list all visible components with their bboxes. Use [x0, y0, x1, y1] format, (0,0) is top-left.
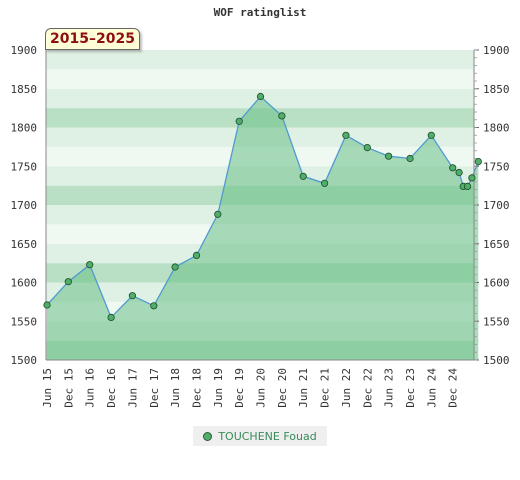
chart-title: WOF ratinglist [213, 6, 307, 19]
x-tick-label: Dec 17 [148, 368, 161, 408]
x-tick-label: Dec 18 [190, 368, 203, 408]
x-tick-label: Jun 23 [383, 368, 396, 408]
y-tick-label-right: 1550 [483, 315, 510, 328]
data-point [235, 117, 243, 125]
data-point [107, 313, 115, 321]
x-tick-label: Jun 24 [425, 368, 438, 408]
x-tick-label: Jun 22 [340, 368, 353, 408]
data-point [455, 168, 463, 177]
data-point [299, 172, 307, 180]
data-point [320, 179, 329, 187]
x-tick-label: Jun 21 [297, 368, 310, 408]
x-tick-label: Dec 19 [233, 368, 246, 408]
y-tick-label-left: 1900 [11, 44, 38, 57]
data-point [192, 251, 201, 259]
data-point [171, 263, 179, 271]
y-tick-label-right: 1800 [483, 122, 510, 135]
data-point [150, 302, 158, 310]
legend[interactable]: TOUCHENE Fouad [193, 426, 327, 446]
y-tick-label-right: 1750 [483, 160, 510, 173]
data-point [474, 158, 482, 166]
x-tick-label: Jun 16 [84, 368, 97, 408]
data-point [128, 292, 136, 300]
x-tick-label: Jun 17 [126, 368, 139, 408]
y-tick-label-left: 1550 [11, 315, 38, 328]
y-tick-label-left: 1600 [11, 277, 38, 290]
x-tick-label: Jun 15 [41, 368, 54, 408]
x-tick-label: Jun 20 [255, 368, 268, 408]
data-point [86, 261, 94, 269]
x-tick-label: Dec 16 [105, 368, 118, 408]
legend-label: TOUCHENE Fouad [218, 429, 317, 443]
data-point [278, 112, 286, 120]
y-tick-label-right: 1600 [483, 277, 510, 290]
x-tick-label: Dec 21 [319, 368, 332, 408]
x-tick-label: Jun 18 [169, 368, 182, 408]
y-tick-label-right: 1650 [483, 238, 510, 251]
data-point [384, 152, 393, 160]
y-tick-label-left: 1650 [11, 238, 38, 251]
data-point [463, 182, 472, 190]
data-point [468, 174, 476, 182]
rating-area [47, 96, 479, 360]
x-tick-label: Dec 20 [276, 368, 289, 408]
y-tick-label-left: 1850 [11, 83, 38, 96]
y-tick-label-right: 1900 [483, 44, 510, 57]
background-band [46, 69, 474, 89]
data-point [427, 131, 435, 139]
data-point [256, 92, 265, 101]
y-tick-label-left: 1800 [11, 122, 38, 135]
y-tick-label-left: 1700 [11, 199, 38, 212]
x-tick-label: Jun 19 [212, 368, 225, 408]
x-tick-label: Dec 22 [361, 368, 374, 408]
y-tick-label-left: 1750 [11, 160, 38, 173]
data-point [214, 210, 222, 218]
background-band [46, 50, 474, 70]
y-tick-label-right: 1500 [483, 354, 510, 367]
data-point [363, 144, 371, 152]
data-point [64, 278, 72, 286]
y-tick-label-right: 1700 [483, 199, 510, 212]
x-tick-label: Dec 24 [447, 368, 460, 408]
data-point [406, 154, 414, 163]
y-tick-label-right: 1850 [483, 83, 510, 96]
data-point [342, 131, 350, 139]
x-tick-label: Dec 23 [404, 368, 417, 408]
data-point [449, 164, 457, 172]
data-point [43, 301, 51, 309]
legend-marker-icon [203, 431, 213, 441]
period-badge: 2015–2025 [45, 28, 140, 50]
y-tick-label-left: 1500 [11, 354, 38, 367]
x-tick-label: Dec 15 [62, 368, 75, 408]
